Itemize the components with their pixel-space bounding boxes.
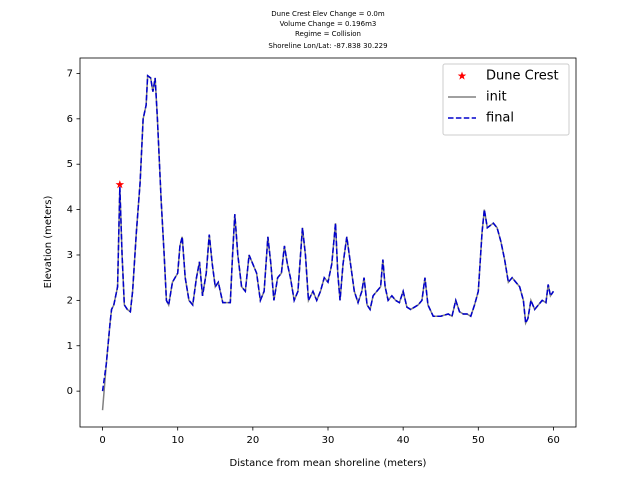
chart-title: Shoreline Lon/Lat: -87.838 30.229 bbox=[268, 42, 387, 50]
x-tick-label: 30 bbox=[322, 435, 335, 446]
x-tick-label: 40 bbox=[397, 435, 410, 446]
legend-label: final bbox=[486, 111, 514, 126]
legend-label: init bbox=[486, 90, 507, 105]
x-axis-label: Distance from mean shoreline (meters) bbox=[230, 458, 427, 469]
x-tick-label: 60 bbox=[547, 435, 560, 446]
y-tick-label: 2 bbox=[67, 295, 73, 306]
dune-crest-marker bbox=[115, 180, 125, 189]
legend-marker bbox=[457, 71, 467, 80]
y-tick-label: 1 bbox=[67, 341, 73, 352]
y-tick-label: 5 bbox=[67, 159, 73, 170]
x-tick-label: 10 bbox=[171, 435, 184, 446]
y-tick-label: 3 bbox=[67, 250, 73, 261]
chart-title: Volume Change = 0.196m3 bbox=[280, 20, 377, 28]
x-tick-label: 0 bbox=[99, 435, 105, 446]
y-axis-label: Elevation (meters) bbox=[43, 196, 54, 289]
y-tick-label: 7 bbox=[67, 68, 73, 79]
x-tick-label: 50 bbox=[472, 435, 485, 446]
y-tick-label: 6 bbox=[67, 114, 73, 125]
chart-title: Regime = Collision bbox=[295, 30, 361, 38]
y-tick-label: 4 bbox=[67, 205, 73, 216]
x-tick-label: 20 bbox=[246, 435, 259, 446]
chart-title: Dune Crest Elev Change = 0.0m bbox=[271, 10, 385, 18]
axes-frame bbox=[79, 57, 577, 428]
legend-label: Dune Crest bbox=[486, 69, 559, 84]
final-line bbox=[101, 74, 555, 392]
y-tick-label: 0 bbox=[67, 386, 73, 397]
